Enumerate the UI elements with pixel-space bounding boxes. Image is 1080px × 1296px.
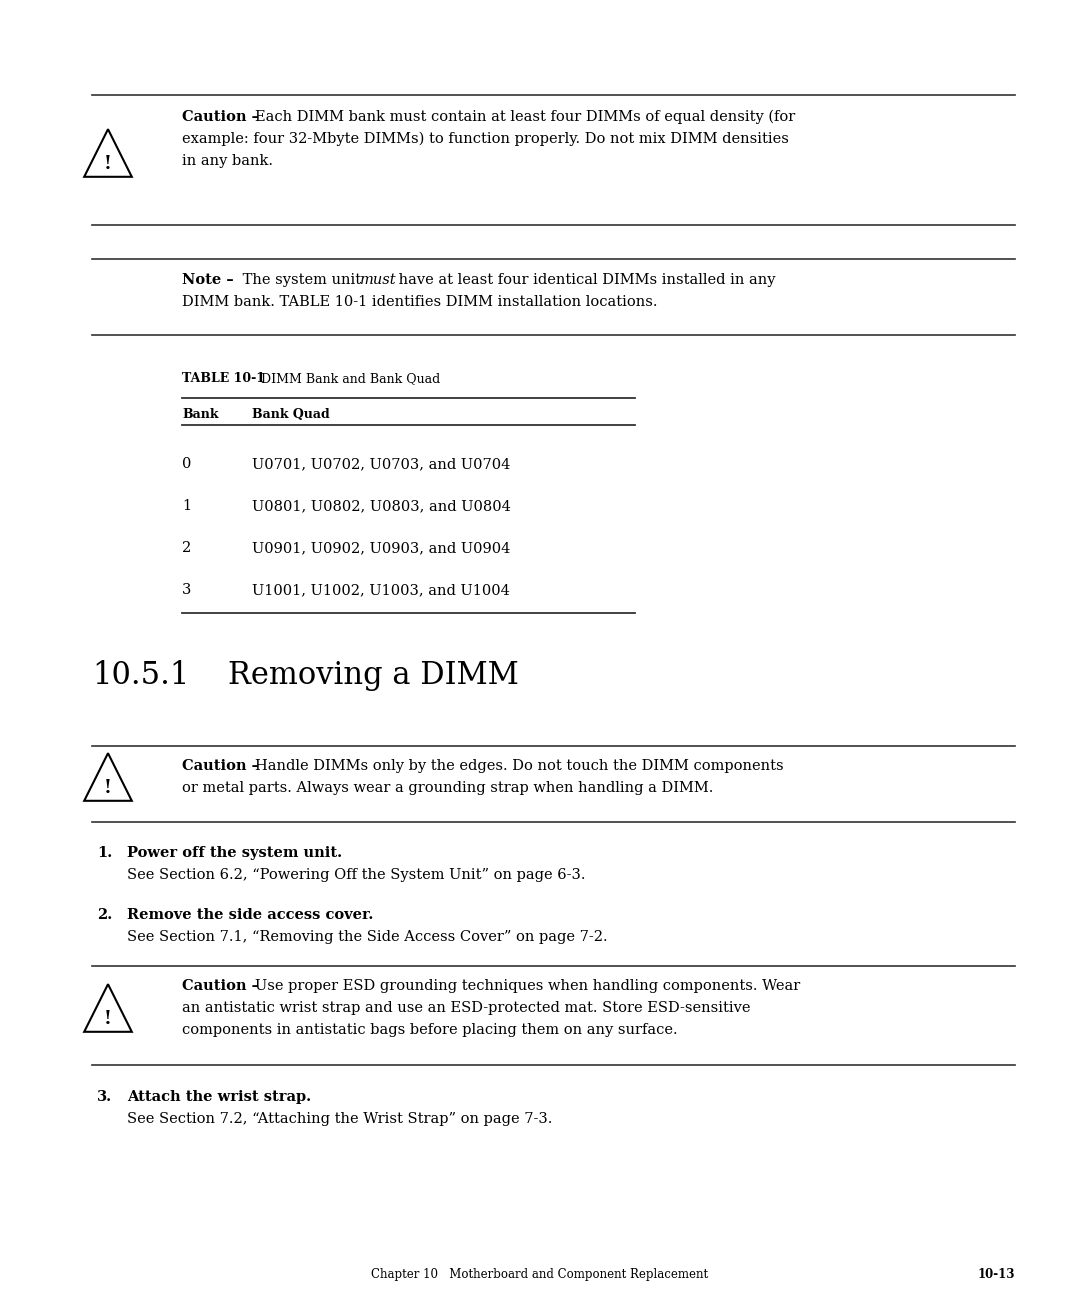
Text: Each DIMM bank must contain at least four DIMMs of equal density (for: Each DIMM bank must contain at least fou… <box>255 110 795 124</box>
Text: U0901, U0902, U0903, and U0904: U0901, U0902, U0903, and U0904 <box>252 540 511 555</box>
Text: The system unit: The system unit <box>238 273 366 286</box>
Text: 3: 3 <box>183 583 191 597</box>
Text: or metal parts. Always wear a grounding strap when handling a DIMM.: or metal parts. Always wear a grounding … <box>183 781 714 794</box>
Text: Note –: Note – <box>183 273 233 286</box>
Text: have at least four identical DIMMs installed in any: have at least four identical DIMMs insta… <box>394 273 775 286</box>
Text: 10-13: 10-13 <box>977 1267 1015 1280</box>
Text: TABLE 10-1: TABLE 10-1 <box>183 372 265 385</box>
Text: U0701, U0702, U0703, and U0704: U0701, U0702, U0703, and U0704 <box>252 457 511 470</box>
Text: Attach the wrist strap.: Attach the wrist strap. <box>127 1090 311 1104</box>
Text: Caution –: Caution – <box>183 978 259 993</box>
Text: See Section 7.2, “Attaching the Wrist Strap” on page 7-3.: See Section 7.2, “Attaching the Wrist St… <box>127 1112 552 1126</box>
Text: DIMM Bank and Bank Quad: DIMM Bank and Bank Quad <box>249 372 441 385</box>
Text: 2.: 2. <box>97 908 112 921</box>
Text: !: ! <box>104 1010 112 1028</box>
Text: 1.: 1. <box>97 846 112 861</box>
Text: Use proper ESD grounding techniques when handling components. Wear: Use proper ESD grounding techniques when… <box>255 978 800 993</box>
Text: example: four 32-Mbyte DIMMs) to function properly. Do not mix DIMM densities: example: four 32-Mbyte DIMMs) to functio… <box>183 132 788 146</box>
Text: Remove the side access cover.: Remove the side access cover. <box>127 908 374 921</box>
Text: !: ! <box>104 779 112 797</box>
Text: !: ! <box>104 156 112 174</box>
Text: Handle DIMMs only by the edges. Do not touch the DIMM components: Handle DIMMs only by the edges. Do not t… <box>255 759 784 772</box>
Text: U0801, U0802, U0803, and U0804: U0801, U0802, U0803, and U0804 <box>252 499 511 513</box>
Text: 2: 2 <box>183 540 191 555</box>
Text: See Section 6.2, “Powering Off the System Unit” on page 6-3.: See Section 6.2, “Powering Off the Syste… <box>127 868 585 883</box>
Text: Power off the system unit.: Power off the system unit. <box>127 846 342 861</box>
Text: 0: 0 <box>183 457 191 470</box>
Text: DIMM bank. TABLE 10-1 identifies DIMM installation locations.: DIMM bank. TABLE 10-1 identifies DIMM in… <box>183 295 658 308</box>
Text: components in antistatic bags before placing them on any surface.: components in antistatic bags before pla… <box>183 1023 677 1037</box>
Text: U1001, U1002, U1003, and U1004: U1001, U1002, U1003, and U1004 <box>252 583 510 597</box>
Text: must: must <box>360 273 396 286</box>
Text: 3.: 3. <box>97 1090 112 1104</box>
Text: Chapter 10   Motherboard and Component Replacement: Chapter 10 Motherboard and Component Rep… <box>372 1267 708 1280</box>
Text: in any bank.: in any bank. <box>183 154 273 168</box>
Text: 10.5.1: 10.5.1 <box>92 660 189 691</box>
Text: Caution –: Caution – <box>183 110 259 124</box>
Text: See Section 7.1, “Removing the Side Access Cover” on page 7-2.: See Section 7.1, “Removing the Side Acce… <box>127 931 608 943</box>
Text: Caution –: Caution – <box>183 759 259 772</box>
Text: 1: 1 <box>183 499 191 513</box>
Text: Bank: Bank <box>183 408 218 421</box>
Text: Bank Quad: Bank Quad <box>252 408 329 421</box>
Text: an antistatic wrist strap and use an ESD-protected mat. Store ESD-sensitive: an antistatic wrist strap and use an ESD… <box>183 1001 751 1015</box>
Text: Removing a DIMM: Removing a DIMM <box>228 660 518 691</box>
